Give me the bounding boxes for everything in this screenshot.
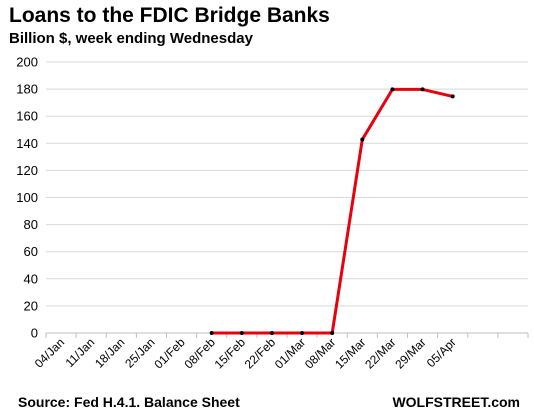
data-point — [209, 331, 214, 335]
data-point — [269, 331, 274, 335]
x-tick-label: 01/Mar — [272, 335, 308, 371]
x-tick-label: 15/Feb — [212, 335, 249, 372]
y-tick-label: 40 — [24, 271, 38, 286]
x-tick-label: 18/Jan — [92, 335, 127, 370]
source-note: Source: Fed H.4.1. Balance Sheet — [18, 394, 240, 410]
data-point — [330, 331, 335, 335]
x-axis: 04/Jan11/Jan18/Jan25/Jan01/Feb08/Feb15/F… — [32, 333, 529, 372]
data-point — [360, 137, 365, 142]
series-line — [211, 87, 454, 335]
y-tick-label: 0 — [31, 326, 38, 341]
x-tick-label: 11/Jan — [63, 335, 98, 370]
y-tick-label: 60 — [24, 244, 38, 259]
x-tick-label: 22/Feb — [242, 335, 279, 372]
y-tick-label: 200 — [16, 55, 38, 70]
y-axis: 0 20 40 60 80 100 120 140 160 180 200 — [16, 55, 38, 341]
x-tick-label: 22/Mar — [362, 335, 398, 371]
data-point — [450, 94, 455, 99]
y-tick-label: 20 — [24, 298, 38, 313]
gridlines — [46, 61, 528, 307]
y-tick-label: 180 — [16, 82, 38, 97]
x-tick-label: 05/Apr — [424, 335, 459, 370]
x-tick-label: 08/Feb — [181, 335, 218, 372]
series-markers — [209, 87, 455, 335]
data-point — [390, 87, 395, 92]
x-tick-label: 29/Mar — [392, 335, 428, 371]
y-tick-label: 120 — [16, 163, 38, 178]
x-tick-label: 08/Mar — [302, 335, 338, 371]
brand-logo: WOLFSTREET.com — [392, 394, 520, 410]
x-tick-label: 25/Jan — [122, 335, 157, 370]
data-point — [239, 331, 244, 335]
y-tick-label: 140 — [16, 136, 38, 151]
y-tick-label: 80 — [24, 217, 38, 232]
data-point — [300, 331, 305, 335]
y-tick-label: 100 — [16, 190, 38, 205]
chart-title: Loans to the FDIC Bridge Banks — [9, 4, 330, 27]
x-tick-label: 01/Feb — [151, 335, 188, 372]
x-tick-label: 15/Mar — [332, 335, 368, 371]
x-tick-label: 04/Jan — [32, 335, 67, 370]
chart-subtitle: Billion $, week ending Wednesday — [9, 30, 253, 47]
data-point — [420, 87, 425, 92]
y-tick-label: 160 — [16, 109, 38, 124]
